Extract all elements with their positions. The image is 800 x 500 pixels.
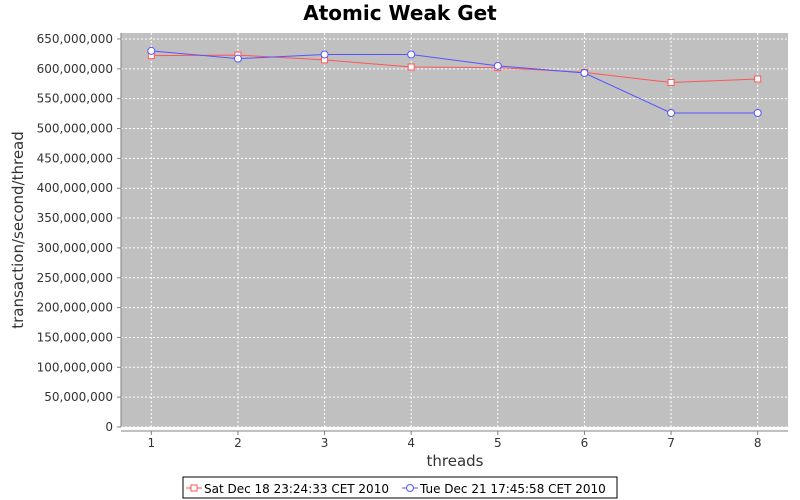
x-tick-label: 4 [407, 436, 415, 450]
legend-label-series-2: Tue Dec 21 17:45:58 CET 2010 [419, 482, 606, 496]
plot-area [121, 33, 788, 427]
y-tick-label: 350,000,000 [37, 211, 113, 225]
y-tick-label: 300,000,000 [37, 241, 113, 255]
chart-title: Atomic Weak Get [303, 1, 497, 25]
data-point-series-2 [233, 54, 242, 63]
x-axis-ticks: 1 2 3 4 5 6 7 8 [147, 431, 762, 450]
data-point-series-1 [407, 63, 415, 71]
legend-marker-series-2 [406, 484, 414, 492]
legend-box [182, 476, 618, 499]
x-tick-label: 6 [581, 436, 589, 450]
y-tick-label: 550,000,000 [37, 92, 113, 106]
legend-marker-series-1 [190, 484, 198, 492]
y-tick-label: 500,000,000 [37, 122, 113, 136]
x-tick-label: 8 [754, 436, 762, 450]
y-axis-label: transaction/second/thread [9, 131, 27, 329]
data-point-series-2 [580, 68, 589, 77]
data-point-series-2 [667, 108, 676, 117]
y-tick-label: 150,000,000 [37, 330, 113, 344]
x-tick-label: 7 [667, 436, 675, 450]
y-tick-label: 650,000,000 [37, 32, 113, 46]
y-axis-ticks: 0 50,000,000 100,000,000 150,000,000 200,000… [37, 32, 121, 434]
grid [121, 33, 788, 428]
data-point-series-2 [407, 50, 416, 59]
x-axis-label: threads [427, 452, 484, 470]
x-tick-label: 3 [321, 436, 329, 450]
data-point-series-2 [753, 108, 762, 117]
data-point-series-1 [667, 79, 675, 87]
series-layer [147, 46, 762, 117]
data-point-series-1 [754, 75, 762, 83]
y-tick-label: 0 [105, 420, 113, 434]
data-point-series-2 [147, 46, 156, 55]
data-point-series-2 [493, 61, 502, 70]
data-point-series-2 [320, 50, 329, 59]
y-tick-label: 600,000,000 [37, 62, 113, 76]
x-tick-label: 2 [234, 436, 242, 450]
legend-label-series-1: Sat Dec 18 23:24:33 CET 2010 [204, 482, 389, 496]
x-tick-label: 5 [494, 436, 502, 450]
legend: Sat Dec 18 23:24:33 CET 2010 Tue Dec 21 … [182, 476, 618, 499]
series-line-2 [151, 50, 758, 114]
legend-item-series-2: Tue Dec 21 17:45:58 CET 2010 [402, 482, 606, 496]
y-tick-label: 50,000,000 [44, 390, 113, 404]
y-tick-label: 400,000,000 [37, 181, 113, 195]
y-tick-label: 200,000,000 [37, 301, 113, 315]
x-tick-label: 1 [147, 436, 155, 450]
legend-item-series-1: Sat Dec 18 23:24:33 CET 2010 [186, 482, 389, 496]
y-tick-label: 250,000,000 [37, 271, 113, 285]
series-line-1 [151, 54, 758, 84]
y-tick-label: 100,000,000 [37, 360, 113, 374]
y-tick-label: 450,000,000 [37, 151, 113, 165]
